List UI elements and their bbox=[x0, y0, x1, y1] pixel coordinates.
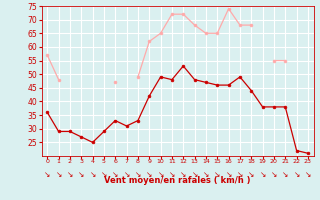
Text: ↘: ↘ bbox=[248, 170, 254, 179]
Text: ↘: ↘ bbox=[101, 170, 107, 179]
Text: ↘: ↘ bbox=[293, 170, 300, 179]
Text: ↘: ↘ bbox=[237, 170, 243, 179]
Text: ↘: ↘ bbox=[157, 170, 164, 179]
Text: ↘: ↘ bbox=[112, 170, 118, 179]
Text: ↘: ↘ bbox=[180, 170, 187, 179]
Text: ↘: ↘ bbox=[305, 170, 311, 179]
Text: ↘: ↘ bbox=[214, 170, 220, 179]
Text: ↘: ↘ bbox=[260, 170, 266, 179]
Text: ↘: ↘ bbox=[55, 170, 62, 179]
Text: ↘: ↘ bbox=[78, 170, 84, 179]
Text: ↘: ↘ bbox=[191, 170, 198, 179]
Text: ↘: ↘ bbox=[146, 170, 152, 179]
Text: ↘: ↘ bbox=[44, 170, 51, 179]
Text: ↘: ↘ bbox=[271, 170, 277, 179]
Text: ↘: ↘ bbox=[135, 170, 141, 179]
Text: ↘: ↘ bbox=[282, 170, 288, 179]
Text: ↘: ↘ bbox=[203, 170, 209, 179]
Text: ↘: ↘ bbox=[67, 170, 73, 179]
Text: ↘: ↘ bbox=[225, 170, 232, 179]
Text: ↘: ↘ bbox=[89, 170, 96, 179]
X-axis label: Vent moyen/en rafales ( km/h ): Vent moyen/en rafales ( km/h ) bbox=[104, 176, 251, 185]
Text: ↘: ↘ bbox=[169, 170, 175, 179]
Text: ↘: ↘ bbox=[124, 170, 130, 179]
